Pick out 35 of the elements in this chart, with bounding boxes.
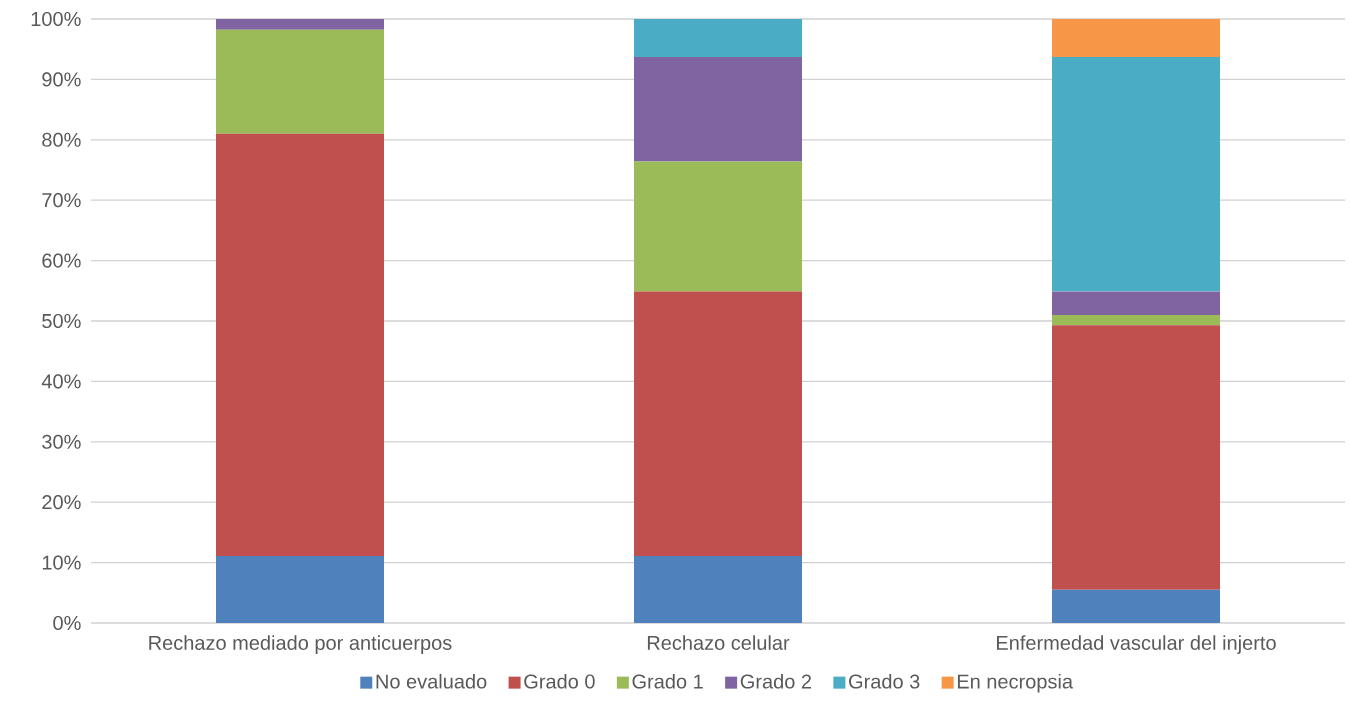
x-tick-label: Enfermedad vascular del injerto	[997, 635, 1276, 654]
y-tick-label: 50%	[42, 313, 81, 329]
y-tick-label: 60%	[42, 253, 81, 268]
y-tick-label: 0%	[53, 615, 81, 631]
y-tick-label: 10%	[42, 555, 81, 570]
bar	[1052, 589, 1221, 623]
legend-label: No evaluado	[376, 673, 487, 689]
bar	[216, 555, 384, 623]
legend-label: Grado 3	[849, 673, 920, 689]
bar	[1052, 325, 1221, 590]
bar	[1052, 57, 1221, 292]
bar	[1052, 19, 1221, 58]
y-tick-label: 100%	[31, 11, 81, 27]
x-tick-label: Rechazo celular	[647, 635, 790, 650]
y-tick-label: 70%	[42, 193, 81, 208]
bar	[634, 291, 802, 556]
bar	[1052, 314, 1221, 326]
x-tick-label: Rechazo mediado por anticuerpos	[149, 635, 452, 654]
y-tick-label: 20%	[42, 495, 81, 510]
legend-label: Grado 0	[524, 673, 595, 689]
bar	[634, 57, 802, 162]
bar	[216, 19, 384, 30]
bar	[634, 555, 802, 623]
bar	[634, 161, 802, 292]
y-tick-label: 80%	[42, 132, 81, 147]
legend-label: Grado 1	[632, 673, 703, 689]
legend-label: Grado 2	[740, 673, 812, 689]
y-tick-label: 40%	[41, 374, 81, 389]
y-tick-label: 90%	[42, 72, 81, 87]
bar	[634, 19, 802, 58]
bar	[1052, 291, 1221, 315]
y-tick-label: 30%	[42, 434, 81, 449]
bar	[216, 133, 384, 556]
legend-label: En necropsia	[957, 673, 1074, 693]
bar	[216, 29, 384, 134]
